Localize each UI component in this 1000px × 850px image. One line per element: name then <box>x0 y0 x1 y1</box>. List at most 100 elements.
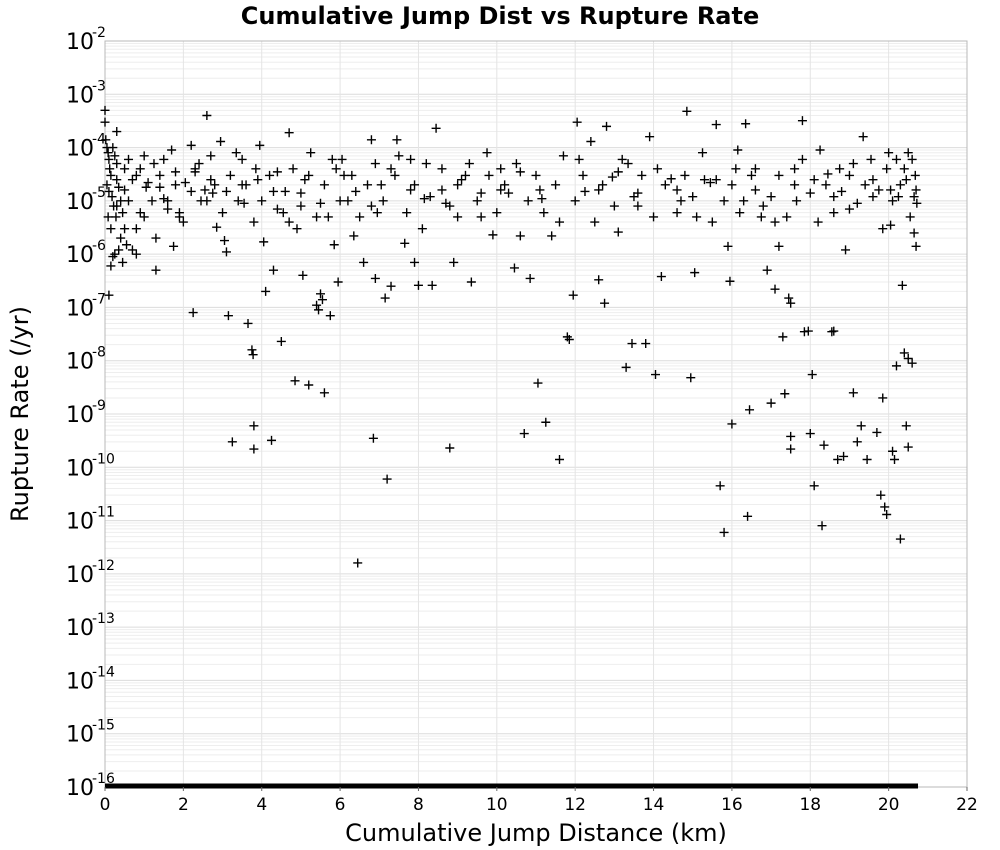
data-point <box>300 175 310 185</box>
data-point <box>541 417 551 427</box>
data-point <box>774 241 784 251</box>
data-point <box>116 233 126 243</box>
data-point <box>431 123 441 133</box>
x-tick-label: 8 <box>413 795 424 815</box>
data-point <box>278 208 288 218</box>
data-point <box>208 188 218 198</box>
y-tick-base: 10 <box>66 456 94 481</box>
data-point <box>617 154 627 164</box>
data-point <box>453 212 463 222</box>
data-point <box>672 208 682 218</box>
data-point <box>319 388 329 398</box>
data-point <box>107 192 117 202</box>
data-point <box>888 446 898 456</box>
y-tick-base: 10 <box>66 616 94 641</box>
data-point <box>821 180 831 190</box>
data-point <box>786 444 796 454</box>
data-point <box>314 305 324 315</box>
data-point <box>118 208 128 218</box>
data-point <box>325 311 335 321</box>
data-point <box>797 116 807 126</box>
x-tick-labels: 0 2 4 6 8 10 12 14 16 18 20 22 <box>100 787 978 815</box>
data-point <box>390 170 400 180</box>
data-point <box>351 186 361 196</box>
data-point <box>570 196 580 206</box>
data-point <box>897 280 907 290</box>
data-point <box>786 431 796 441</box>
data-point <box>453 180 463 190</box>
data-point <box>515 231 525 241</box>
data-point <box>174 208 184 218</box>
data-point <box>496 164 506 174</box>
y-tick-base: 10 <box>66 723 94 748</box>
data-point <box>813 217 823 227</box>
data-point <box>237 154 247 164</box>
data-point <box>304 170 314 180</box>
data-point <box>586 137 596 146</box>
data-point <box>607 172 617 182</box>
data-point <box>257 196 267 206</box>
data-point <box>868 192 878 202</box>
data-point <box>120 164 130 174</box>
y-tick-base: 10 <box>66 776 94 801</box>
data-point <box>120 185 130 195</box>
y-tick-exponent: -3 <box>92 78 106 94</box>
data-point <box>210 180 220 190</box>
data-point <box>899 164 909 174</box>
data-point <box>437 185 447 195</box>
data-point <box>425 192 435 202</box>
data-point <box>551 180 561 190</box>
data-point <box>519 429 529 439</box>
data-point <box>239 198 249 208</box>
x-tick-label: 22 <box>956 795 978 815</box>
data-point <box>108 143 118 153</box>
data-point <box>841 245 851 255</box>
data-point <box>380 293 390 303</box>
x-tick-label: 2 <box>178 795 189 815</box>
data-point <box>504 188 514 198</box>
data-point <box>306 148 316 158</box>
data-point <box>248 350 258 360</box>
data-point <box>745 405 755 415</box>
data-point <box>572 117 582 127</box>
y-tick: 10-6 <box>66 238 106 268</box>
y-tick: 10-16 <box>66 771 115 801</box>
data-point <box>155 182 165 192</box>
data-point <box>862 454 872 464</box>
y-tick-base: 10 <box>66 190 94 215</box>
data-point <box>376 180 386 190</box>
data-point <box>733 145 743 155</box>
data-point <box>194 159 204 169</box>
data-point <box>316 198 325 208</box>
data-point <box>267 435 277 445</box>
data-point <box>100 105 110 115</box>
data-point <box>333 277 343 287</box>
data-point <box>797 154 807 164</box>
data-point <box>766 398 776 408</box>
data-point <box>698 148 708 158</box>
data-point <box>141 182 151 192</box>
data-point <box>476 188 486 198</box>
data-point <box>366 201 376 211</box>
data-point <box>725 276 735 286</box>
data-point <box>413 280 423 290</box>
data-point <box>139 151 149 161</box>
data-point <box>392 135 402 145</box>
data-point <box>848 388 858 398</box>
data-point <box>731 164 741 174</box>
data-point <box>895 534 905 544</box>
data-point <box>758 201 768 211</box>
data-point <box>323 212 333 222</box>
data-point <box>202 110 212 120</box>
data-point <box>778 332 788 342</box>
data-point <box>421 159 431 169</box>
data-point <box>120 224 130 234</box>
data-point <box>472 196 482 206</box>
data-point <box>500 180 510 190</box>
data-point <box>686 373 696 383</box>
data-point <box>672 185 682 195</box>
chart-title: Cumulative Jump Dist vs Rupture Rate <box>241 2 760 30</box>
data-point <box>347 170 357 180</box>
data-point <box>104 290 114 300</box>
data-point <box>253 175 263 185</box>
